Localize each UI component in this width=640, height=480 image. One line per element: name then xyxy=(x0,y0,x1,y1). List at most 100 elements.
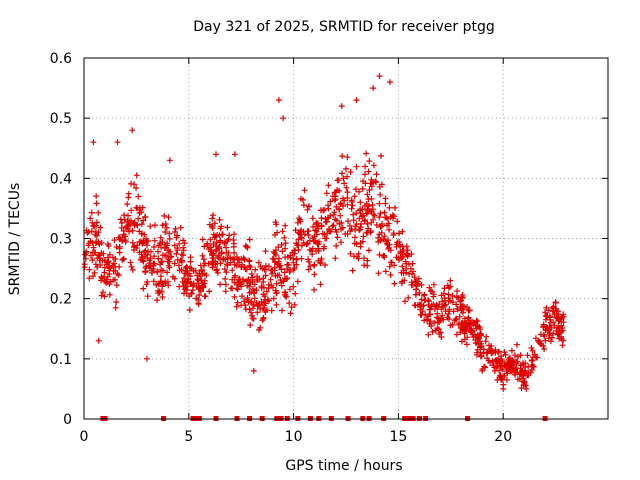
data-point xyxy=(399,228,406,235)
data-point xyxy=(162,241,169,248)
data-point xyxy=(220,256,226,263)
data-point xyxy=(238,283,245,290)
y-axis-label: SRMTID / TECUs xyxy=(7,183,23,296)
data-point xyxy=(172,225,179,232)
data-point xyxy=(248,309,254,316)
data-point xyxy=(347,250,354,257)
data-point xyxy=(142,213,148,220)
data-point xyxy=(464,304,471,310)
data-point xyxy=(321,235,328,242)
data-point xyxy=(291,250,298,257)
data-point xyxy=(361,218,368,225)
data-point xyxy=(275,260,282,267)
data-point xyxy=(159,222,166,229)
data-point xyxy=(287,254,294,261)
data-point xyxy=(347,169,354,175)
data-point xyxy=(542,337,549,344)
data-point xyxy=(282,289,289,296)
data-point xyxy=(385,220,392,227)
data-point xyxy=(447,277,454,284)
data-point xyxy=(144,242,150,249)
data-point xyxy=(498,353,504,360)
data-point xyxy=(429,288,436,295)
data-point xyxy=(165,214,172,221)
data-point xyxy=(380,236,387,243)
data-point xyxy=(557,316,564,323)
data-point xyxy=(359,213,365,220)
data-point xyxy=(151,253,158,260)
data-point xyxy=(201,243,208,250)
data-point xyxy=(520,378,527,385)
data-point xyxy=(210,252,217,259)
data-point xyxy=(323,218,330,225)
data-point xyxy=(405,261,412,268)
data-point xyxy=(276,255,282,262)
data-point xyxy=(370,179,377,186)
data-point xyxy=(254,276,261,283)
data-point xyxy=(364,220,371,227)
data-point xyxy=(272,259,278,266)
data-point xyxy=(280,278,287,285)
data-point xyxy=(294,219,301,226)
data-point xyxy=(376,73,383,80)
data-point xyxy=(270,295,277,302)
data-point xyxy=(330,211,337,218)
data-point xyxy=(279,228,286,235)
data-point xyxy=(200,256,207,263)
data-point xyxy=(287,310,294,317)
data-point xyxy=(364,206,371,213)
data-point xyxy=(473,339,479,346)
data-point xyxy=(231,261,238,268)
data-point xyxy=(173,234,180,241)
data-point xyxy=(502,351,509,358)
data-point xyxy=(351,234,358,241)
x-tick-label: 20 xyxy=(494,429,512,445)
data-point xyxy=(229,285,236,292)
data-point xyxy=(217,239,224,246)
data-point xyxy=(243,266,250,273)
data-point xyxy=(332,226,339,233)
data-point xyxy=(135,215,142,222)
data-point xyxy=(120,256,127,262)
data-point xyxy=(98,277,105,284)
data-point xyxy=(240,278,247,285)
data-point xyxy=(366,158,373,165)
data-point xyxy=(210,241,217,247)
data-point xyxy=(181,275,188,282)
data-point xyxy=(454,288,461,295)
data-point xyxy=(450,308,457,315)
data-point xyxy=(425,313,431,320)
data-point xyxy=(103,276,110,283)
data-point xyxy=(330,222,337,229)
data-point xyxy=(343,184,350,191)
data-point xyxy=(179,259,185,265)
data-point xyxy=(454,305,461,312)
data-point xyxy=(363,201,370,207)
data-point xyxy=(491,364,498,371)
data-point xyxy=(112,304,119,311)
data-point xyxy=(391,262,398,269)
data-point xyxy=(184,264,191,271)
data-point xyxy=(121,212,128,219)
data-point xyxy=(483,333,490,340)
data-point xyxy=(401,277,408,284)
data-point xyxy=(146,257,153,264)
data-point xyxy=(119,257,126,263)
data-point xyxy=(381,209,388,216)
data-point xyxy=(158,288,165,295)
data-point xyxy=(101,273,107,280)
data-point xyxy=(524,352,531,359)
data-point xyxy=(216,216,223,223)
data-point xyxy=(441,302,448,309)
data-point xyxy=(344,173,351,180)
data-point xyxy=(499,373,506,380)
data-point xyxy=(359,238,366,245)
data-point xyxy=(339,153,346,160)
data-point xyxy=(221,266,228,273)
data-point xyxy=(93,193,100,200)
data-point xyxy=(477,326,484,333)
data-point xyxy=(378,152,384,159)
data-point xyxy=(496,367,503,374)
data-point xyxy=(290,283,297,290)
data-point xyxy=(254,309,261,316)
